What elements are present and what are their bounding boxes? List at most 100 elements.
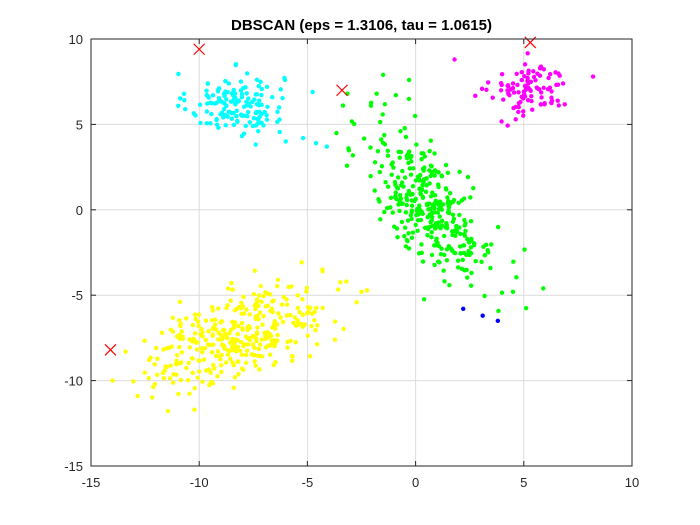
data-point (182, 98, 187, 103)
data-point (174, 361, 179, 367)
data-point (364, 288, 370, 293)
data-point (300, 297, 305, 302)
data-point (257, 342, 263, 347)
data-point (252, 268, 258, 273)
data-point (239, 92, 245, 97)
data-point (455, 265, 461, 270)
data-point (305, 310, 310, 316)
data-point (225, 303, 230, 308)
data-point (199, 326, 204, 332)
data-point (462, 233, 468, 238)
data-point (590, 74, 596, 79)
data-point (555, 82, 561, 87)
data-point (463, 228, 468, 234)
data-point (433, 198, 438, 204)
data-point (488, 265, 493, 271)
data-point (275, 119, 280, 125)
data-point (208, 121, 213, 126)
data-point (468, 195, 473, 200)
data-point (549, 89, 554, 94)
data-point (272, 319, 277, 324)
data-point (255, 325, 260, 330)
data-point (254, 338, 259, 344)
data-point (439, 218, 445, 223)
data-point (198, 120, 203, 126)
data-point (439, 174, 445, 179)
data-point (462, 223, 467, 228)
data-point (245, 113, 250, 119)
data-point (258, 283, 263, 289)
data-point (183, 106, 188, 112)
data-point (404, 155, 410, 161)
data-point (415, 228, 420, 233)
data-point (429, 164, 434, 169)
data-point (259, 120, 264, 126)
data-point (382, 102, 388, 107)
data-point (361, 136, 367, 141)
data-point (433, 220, 439, 226)
data-point (300, 135, 306, 141)
data-point (265, 104, 270, 110)
data-point (428, 138, 434, 143)
data-point (255, 116, 260, 122)
data-point (239, 300, 244, 305)
data-point (307, 354, 313, 359)
data-point (424, 176, 429, 181)
data-point (295, 319, 301, 324)
data-point (309, 323, 314, 329)
data-point (313, 328, 318, 333)
data-point (256, 83, 262, 89)
data-point (413, 178, 419, 183)
data-point (428, 173, 433, 179)
data-point (131, 379, 136, 384)
data-point (388, 205, 393, 210)
data-point (304, 289, 309, 294)
data-point (277, 129, 282, 135)
data-point (259, 353, 264, 359)
data-point (460, 257, 465, 263)
data-point (445, 195, 450, 200)
data-point (403, 210, 409, 215)
data-point (273, 340, 278, 346)
data-point (538, 90, 544, 95)
data-point (418, 191, 423, 196)
data-point (314, 305, 319, 311)
data-point (166, 345, 172, 351)
data-point (372, 160, 378, 165)
data-point (379, 137, 384, 142)
data-point (507, 92, 512, 98)
data-point (408, 155, 413, 160)
data-point (415, 206, 420, 212)
data-point (208, 100, 213, 105)
data-point (541, 286, 546, 291)
data-point (417, 178, 422, 183)
data-point (254, 77, 260, 83)
data-point (253, 306, 258, 312)
data-point (538, 102, 544, 107)
data-point (297, 309, 302, 315)
data-point (432, 193, 438, 198)
data-point (219, 352, 224, 358)
data-point (271, 298, 276, 303)
data-point (388, 195, 394, 200)
data-point (250, 342, 256, 347)
data-point (244, 348, 250, 353)
data-point (236, 99, 241, 104)
data-point (239, 133, 245, 139)
data-point (515, 82, 520, 88)
axes-box (90, 38, 633, 467)
data-point (495, 224, 501, 230)
data-point (511, 259, 516, 264)
data-point (284, 313, 290, 318)
data-point (513, 117, 518, 122)
data-point (393, 182, 398, 188)
data-point (399, 180, 405, 185)
data-point (340, 103, 346, 108)
data-point (375, 148, 381, 154)
data-point (225, 114, 230, 119)
data-point (434, 236, 439, 241)
data-point (560, 81, 566, 86)
data-point (254, 92, 260, 97)
data-point (312, 309, 317, 315)
data-point (473, 259, 478, 264)
